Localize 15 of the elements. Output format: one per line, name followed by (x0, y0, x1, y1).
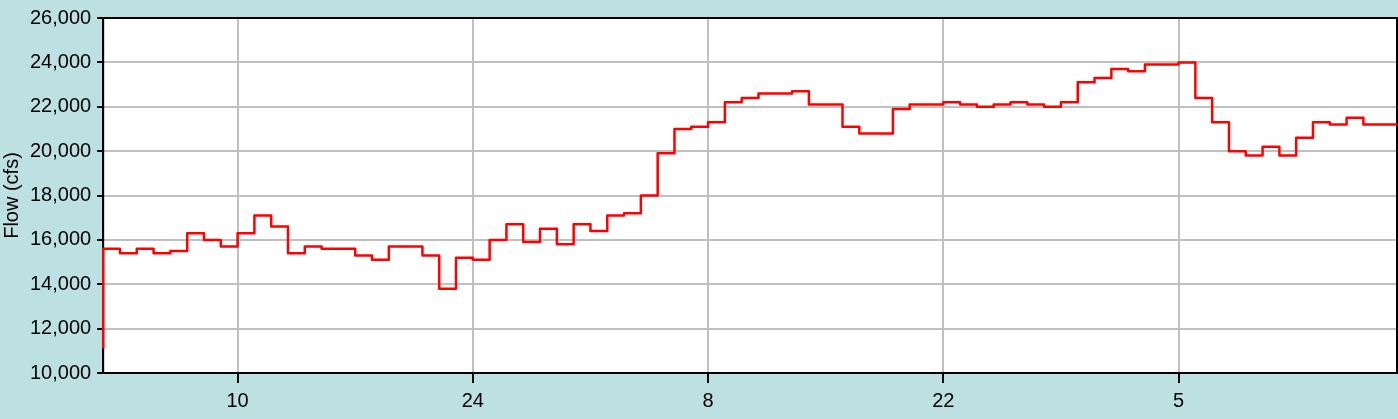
y-tick-label: 20,000 (30, 138, 92, 161)
x-tick-label: 8 (702, 388, 714, 411)
y-tick-label: 26,000 (30, 5, 92, 28)
x-tick-label: 22 (932, 388, 955, 411)
x-tick-label: 5 (1173, 388, 1185, 411)
y-tick-label: 22,000 (30, 94, 92, 117)
x-tick-label: 24 (461, 388, 484, 411)
x-tick-label: 10 (226, 388, 249, 411)
y-tick-label: 24,000 (30, 49, 92, 72)
y-tick-label: 12,000 (30, 316, 92, 339)
y-tick-label: 14,000 (30, 271, 92, 294)
y-tick-label: 10,000 (30, 360, 92, 383)
y-tick-label: 16,000 (30, 227, 92, 250)
y-axis-title: Flow (cfs) (0, 152, 22, 239)
y-tick-label: 18,000 (30, 183, 92, 206)
